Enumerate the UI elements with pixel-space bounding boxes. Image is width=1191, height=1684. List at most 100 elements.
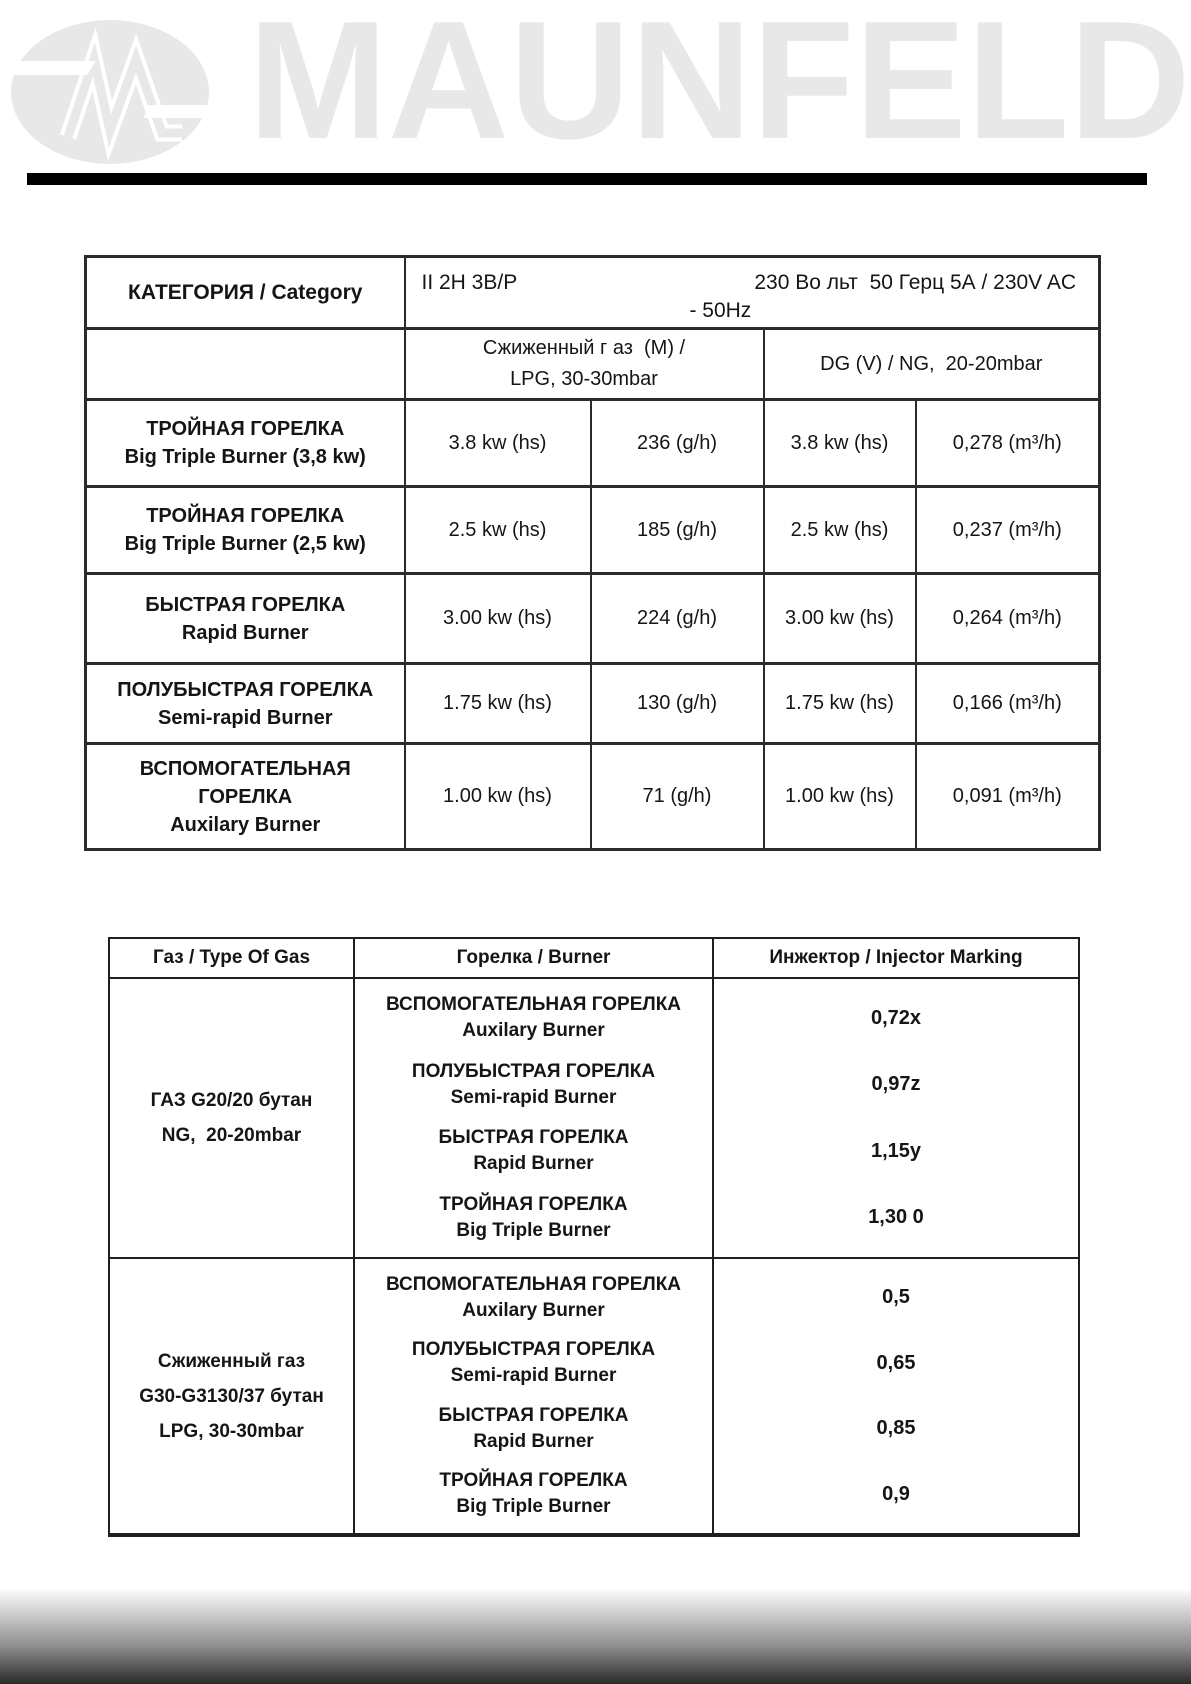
- gas-type-header: Газ / Type Of Gas: [110, 939, 355, 979]
- burner-entry: БЫСТРАЯ ГОРЕЛКА Rapid Burner: [355, 1396, 712, 1462]
- gas-line: LPG, 30-30mbar: [159, 1420, 304, 1442]
- burner-name-cell: ТРОЙНАЯ ГОРЕЛКА Big Triple Burner (2,5 k…: [84, 485, 406, 575]
- brand-wordmark: MAUNFELD: [248, 0, 1191, 174]
- ng-power-cell: 3.8 kw (hs): [762, 398, 917, 488]
- burner-name-en: Big Triple Burner (3,8 kw): [124, 446, 366, 468]
- category-value-line1: II 2H 3B/P 230 Во льт 50 Герц 5А / 230V …: [406, 263, 1099, 295]
- header-rule: [27, 173, 1147, 185]
- lpg-gas-section: Сжиженный газ G30-G3130/37 бутан LPG, 30…: [110, 1259, 1078, 1533]
- burner-name-en: Big Triple Burner (2,5 kw): [124, 533, 366, 555]
- marking-list-cell: 0,5 0,65 0,85 0,9: [714, 1259, 1078, 1533]
- burner-list-cell: ВСПОМОГАТЕЛЬНАЯ ГОРЕЛКА Auxilary Burner …: [355, 979, 714, 1257]
- lpg-header-line2: LPG, 30-30mbar: [510, 368, 658, 390]
- burner-name-cell: ВСПОМОГАТЕЛЬНАЯ ГОРЕЛКА Auxilary Burner: [84, 742, 406, 851]
- burner-name-ru: ТРОЙНАЯ ГОРЕЛКА: [146, 505, 345, 527]
- marking-value: 0,97z: [871, 1073, 921, 1096]
- gas-line: NG, 20-20mbar: [161, 1125, 302, 1146]
- ng-power-cell: 2.5 kw (hs): [762, 485, 917, 575]
- burner-name-ru-line2: ГОРЕЛКА: [198, 785, 293, 808]
- marking-value: 0,72x: [870, 1006, 922, 1029]
- burner-row: ПОЛУБЫСТРАЯ ГОРЕЛКА Semi-rapid Burner 1.…: [84, 662, 1101, 745]
- category-header-row: КАТЕГОРИЯ / Category II 2H 3B/P 230 Во л…: [84, 255, 1101, 330]
- burner-name-en: Rapid Burner: [473, 1153, 594, 1175]
- category-table: КАТЕГОРИЯ / Category II 2H 3B/P 230 Во л…: [84, 255, 1102, 851]
- burner-name-ru: ТРОЙНАЯ ГОРЕЛКА: [439, 1193, 628, 1215]
- gas-line: ГАЗ G20/20 бутан: [150, 1090, 313, 1111]
- marking-list-cell: 0,72x 0,97z 1,15y 1,30 0: [714, 979, 1078, 1257]
- burner-name-en: Auxilary Burner: [462, 1020, 605, 1042]
- lpg-power-cell: 2.5 kw (hs): [403, 485, 592, 575]
- ng-flow-cell: 0,278 (m³/h): [914, 398, 1101, 488]
- category-value-cell: II 2H 3B/P 230 Во льт 50 Герц 5А / 230V …: [403, 255, 1101, 330]
- ng-column-header: DG (V) / NG, 20-20mbar: [762, 327, 1101, 401]
- burner-name-en: Big Triple Burner: [456, 1219, 611, 1241]
- lpg-flow-cell: 224 (g/h): [589, 572, 765, 665]
- burner-name-ru: ПОЛУБЫСТРАЯ ГОРЕЛКА: [411, 1060, 656, 1082]
- ng-power-cell: 1.75 kw (hs): [762, 662, 917, 745]
- burner-name-ru: ВСПОМОГАТЕЛЬНАЯ: [139, 757, 351, 780]
- burner-row: ВСПОМОГАТЕЛЬНАЯ ГОРЕЛКА Auxilary Burner …: [84, 742, 1101, 851]
- gas-line: G30-G3130/37 бутан: [139, 1385, 324, 1407]
- burner-name-ru: БЫСТРАЯ ГОРЕЛКА: [438, 1404, 629, 1426]
- burner-entry: ВСПОМОГАТЕЛЬНАЯ ГОРЕЛКА Auxilary Burner: [355, 985, 712, 1052]
- burner-name-en: Semi-rapid Burner: [450, 1086, 617, 1108]
- burner-row: ТРОЙНАЯ ГОРЕЛКА Big Triple Burner (3,8 k…: [84, 398, 1101, 488]
- category-value: II 2H 3B/P: [421, 270, 518, 294]
- lpg-column-header: Сжиженный г аз (М) / LPG, 30-30mbar: [403, 327, 765, 401]
- gas-type-cell: ГАЗ G20/20 бутан NG, 20-20mbar: [110, 979, 355, 1257]
- burner-entry: ПОЛУБЫСТРАЯ ГОРЕЛКА Semi-rapid Burner: [355, 1331, 712, 1397]
- lpg-flow-cell: 185 (g/h): [589, 485, 765, 575]
- lpg-flow-cell: 71 (g/h): [589, 742, 765, 851]
- lpg-flow-cell: 236 (g/h): [589, 398, 765, 488]
- page-bottom-fade: [0, 1588, 1191, 1684]
- ng-power-cell: 3.00 kw (hs): [762, 572, 917, 665]
- gas-type-cell: Сжиженный газ G30-G3130/37 бутан LPG, 30…: [110, 1259, 355, 1533]
- burner-entry: БЫСТРАЯ ГОРЕЛКА Rapid Burner: [355, 1118, 712, 1185]
- lpg-flow-cell: 130 (g/h): [589, 662, 765, 745]
- burner-name-en: Auxilary Burner: [462, 1299, 605, 1321]
- injector-marking-header: Инжектор / Injector Marking: [714, 939, 1078, 979]
- marking-value: 1,15y: [870, 1139, 922, 1162]
- lpg-power-cell: 3.8 kw (hs): [403, 398, 592, 488]
- burner-name-en: Big Triple Burner: [456, 1496, 611, 1518]
- empty-cell: [84, 327, 406, 401]
- power-rating-wrap: - 50Hz: [689, 298, 752, 322]
- maunfeld-logo-mark-icon: [10, 20, 210, 164]
- lpg-power-cell: 3.00 kw (hs): [403, 572, 592, 665]
- gas-line: Сжиженный газ: [157, 1350, 306, 1372]
- power-rating-value: 230 Во льт 50 Герц 5А / 230V AC: [754, 270, 1077, 294]
- injector-table: Газ / Type Of Gas Горелка / Burner Инжек…: [108, 937, 1080, 1537]
- burner-name-ru: ПОЛУБЫСТРАЯ ГОРЕЛКА: [411, 1339, 656, 1361]
- ng-gas-section: ГАЗ G20/20 бутан NG, 20-20mbar ВСПОМОГАТ…: [110, 979, 1078, 1259]
- burner-name-en: Semi-rapid Burner: [450, 1365, 617, 1387]
- burner-name-en: Rapid Burner: [473, 1430, 594, 1452]
- ng-header: DG (V) / NG, 20-20mbar: [820, 352, 1043, 375]
- burner-name-ru: ВСПОМОГАТЕЛЬНАЯ ГОРЕЛКА: [385, 1273, 682, 1295]
- burner-name-cell: БЫСТРАЯ ГОРЕЛКА Rapid Burner: [84, 572, 406, 665]
- marking-value: 0,5: [882, 1286, 910, 1309]
- burner-name-en: Auxilary Burner: [170, 813, 321, 836]
- burner-entry: ТРОЙНАЯ ГОРЕЛКА Big Triple Burner: [355, 1462, 712, 1528]
- lpg-power-cell: 1.75 kw (hs): [403, 662, 592, 745]
- burner-list-cell: ВСПОМОГАТЕЛЬНАЯ ГОРЕЛКА Auxilary Burner …: [355, 1259, 714, 1533]
- marking-value: 1,30 0: [868, 1206, 924, 1229]
- marking-value: 0,65: [876, 1351, 916, 1374]
- injector-header-row: Газ / Type Of Gas Горелка / Burner Инжек…: [110, 939, 1078, 979]
- burner-name-en: Semi-rapid Burner: [158, 706, 333, 729]
- burner-name-ru: БЫСТРАЯ ГОРЕЛКА: [145, 593, 346, 616]
- burner-name-cell: ПОЛУБЫСТРАЯ ГОРЕЛКА Semi-rapid Burner: [84, 662, 406, 745]
- lpg-power-cell: 1.00 kw (hs): [403, 742, 592, 851]
- burner-name-ru: БЫСТРАЯ ГОРЕЛКА: [438, 1127, 629, 1149]
- burner-name-cell: ТРОЙНАЯ ГОРЕЛКА Big Triple Burner (3,8 k…: [84, 398, 406, 488]
- burner-name-ru: ТРОЙНАЯ ГОРЕЛКА: [439, 1470, 628, 1492]
- burner-entry: ТРОЙНАЯ ГОРЕЛКА Big Triple Burner: [355, 1185, 712, 1252]
- ng-flow-cell: 0,166 (m³/h): [914, 662, 1101, 745]
- burner-entry: ВСПОМОГАТЕЛЬНАЯ ГОРЕЛКА Auxilary Burner: [355, 1265, 712, 1331]
- marking-value: 0,85: [876, 1417, 916, 1440]
- burner-name-ru: ВСПОМОГАТЕЛЬНАЯ ГОРЕЛКА: [385, 994, 682, 1016]
- ng-flow-cell: 0,264 (m³/h): [914, 572, 1101, 665]
- ng-power-cell: 1.00 kw (hs): [762, 742, 917, 851]
- marking-value: 0,9: [882, 1482, 910, 1505]
- burner-row: ТРОЙНАЯ ГОРЕЛКА Big Triple Burner (2,5 k…: [84, 485, 1101, 575]
